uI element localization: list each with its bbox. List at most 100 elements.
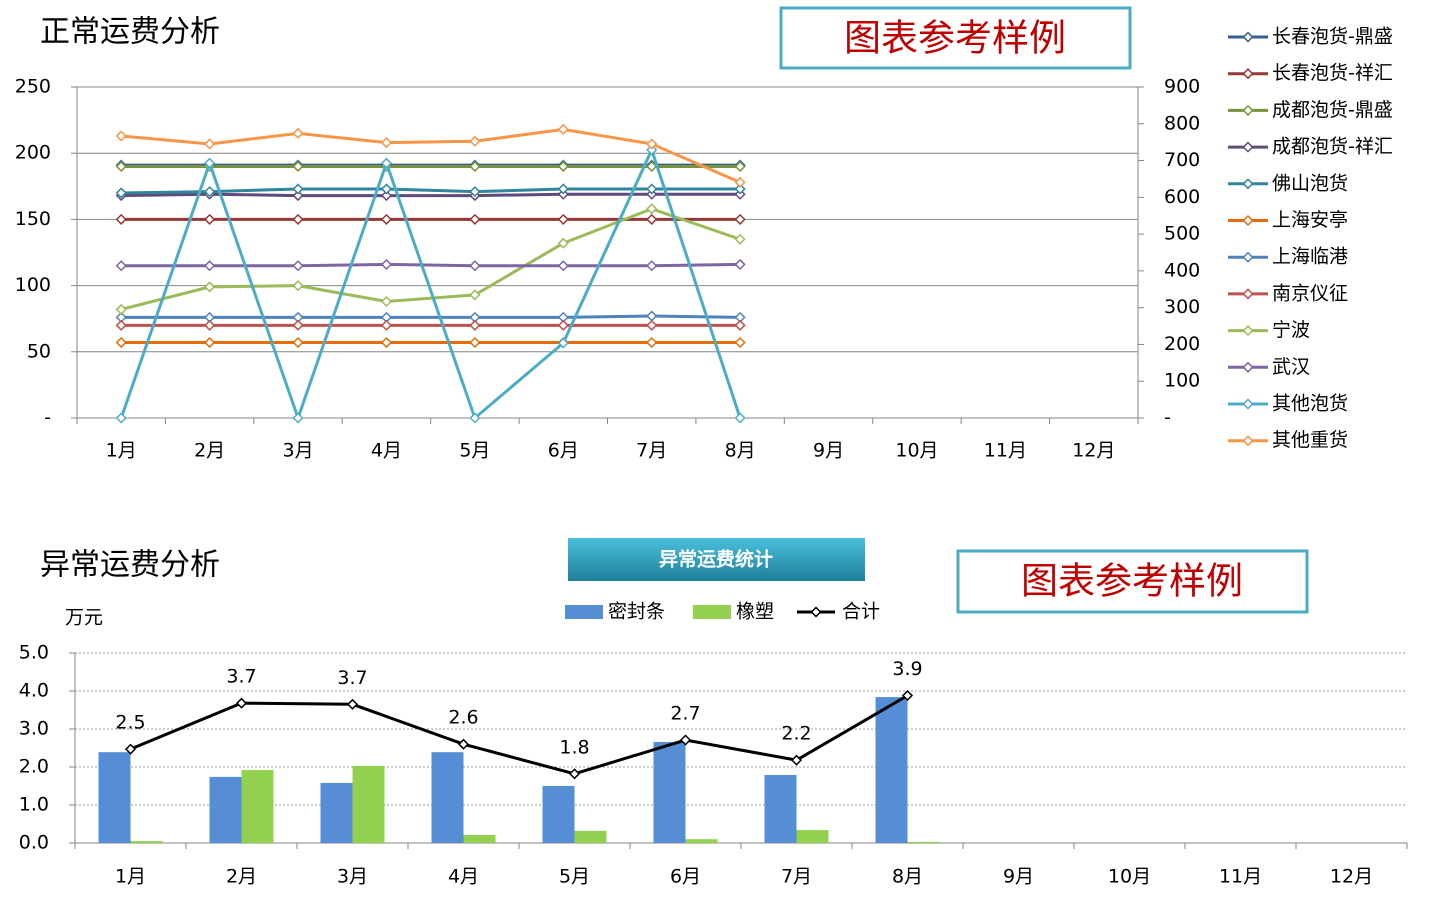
- y-tick-label: 100: [15, 274, 51, 296]
- point: [646, 138, 658, 150]
- legend-swatch: [693, 605, 731, 619]
- point: [469, 336, 481, 349]
- chart-title: 异常运费分析: [40, 548, 220, 583]
- y-tick-label: 4.0: [19, 680, 49, 702]
- x-tick-label: 11月: [984, 440, 1027, 462]
- bar: [98, 752, 131, 843]
- point: [790, 754, 803, 766]
- y-axis-label: 万元: [65, 607, 103, 629]
- y-tick-label: 200: [1164, 333, 1200, 355]
- bar: [875, 697, 908, 843]
- x-tick-label: 7月: [636, 440, 667, 462]
- x-tick-label: 6月: [670, 866, 701, 888]
- x-tick-label: 6月: [548, 440, 579, 462]
- y-tick-label: 300: [1164, 296, 1200, 318]
- legend-label: 宁波: [1272, 319, 1310, 341]
- point: [292, 260, 304, 272]
- y-tick-label: 150: [15, 208, 51, 230]
- point: [115, 412, 127, 424]
- x-tick-label: 4月: [371, 440, 402, 462]
- point: [115, 130, 127, 142]
- point: [380, 295, 393, 308]
- point: [469, 260, 481, 272]
- data-label: 3.7: [226, 666, 256, 688]
- legend-marker: [1242, 68, 1254, 80]
- y-tick-label: 3.0: [19, 718, 49, 740]
- point: [557, 213, 569, 225]
- bar: [685, 839, 718, 843]
- legend-marker: [1242, 178, 1254, 190]
- point: [646, 160, 658, 173]
- point: [292, 319, 304, 331]
- annotation-box: [779, 6, 1132, 70]
- legend-label: 橡塑: [736, 601, 774, 623]
- point: [734, 213, 746, 225]
- legend-label: 上海安亭: [1272, 209, 1348, 231]
- x-tick-label: 12月: [1330, 866, 1373, 888]
- point: [557, 237, 569, 249]
- y-tick-label: 50: [27, 340, 51, 362]
- legend-marker: [1242, 398, 1254, 410]
- point: [646, 310, 658, 322]
- bar: [209, 776, 242, 843]
- point: [292, 336, 304, 349]
- x-tick-label: 8月: [892, 866, 923, 888]
- point: [469, 135, 481, 147]
- y-tick-label: 200: [15, 142, 51, 164]
- point: [115, 187, 127, 199]
- point: [646, 336, 658, 349]
- point: [646, 213, 658, 225]
- series-line: [119, 145, 742, 423]
- y-tick-label: 5.0: [19, 642, 49, 664]
- legend-marker: [1242, 325, 1254, 337]
- legend-label: 成都泡货-祥汇: [1272, 136, 1393, 158]
- bar: [352, 765, 385, 843]
- x-tick-label: 3月: [282, 440, 313, 462]
- point: [469, 412, 481, 424]
- point: [901, 689, 914, 702]
- point: [380, 258, 393, 270]
- point: [115, 260, 127, 272]
- x-tick-label: 10月: [1108, 866, 1151, 888]
- point: [346, 698, 359, 710]
- legend-marker: [1242, 31, 1254, 43]
- data-label: 2.5: [115, 712, 145, 734]
- data-label: 2.7: [670, 703, 700, 725]
- series-line: [121, 187, 741, 195]
- point: [557, 319, 569, 331]
- point: [380, 190, 393, 202]
- point: [734, 319, 746, 331]
- point: [380, 336, 393, 349]
- x-tick-label: 2月: [194, 440, 225, 462]
- data-label: 1.8: [559, 736, 589, 758]
- bar: [463, 835, 496, 843]
- legend-label: 合计: [842, 601, 880, 623]
- point: [734, 412, 746, 424]
- y-tick-label: 500: [1164, 223, 1200, 245]
- point: [646, 203, 658, 215]
- point: [380, 137, 393, 149]
- point: [646, 260, 658, 272]
- x-tick-label: 5月: [459, 440, 490, 462]
- y-tick-label: 100: [1164, 370, 1200, 392]
- y-tick-label: 800: [1164, 112, 1200, 134]
- series-line: [120, 207, 741, 311]
- x-tick-label: 2月: [226, 866, 257, 888]
- x-tick-label: 9月: [813, 440, 844, 462]
- point: [115, 336, 127, 349]
- point: [469, 213, 481, 225]
- legend-marker: [1242, 361, 1254, 373]
- x-tick-label: 11月: [1219, 866, 1262, 888]
- point: [204, 260, 216, 272]
- bar: [320, 782, 353, 843]
- legend-label: 长春泡货-鼎盛: [1272, 26, 1393, 48]
- point: [568, 768, 581, 780]
- legend-swatch: [565, 605, 603, 619]
- point: [469, 186, 481, 198]
- bar: [764, 774, 797, 843]
- y-tick-label: 600: [1164, 186, 1200, 208]
- bar: [431, 752, 464, 843]
- point: [204, 319, 216, 331]
- bar: [653, 741, 686, 843]
